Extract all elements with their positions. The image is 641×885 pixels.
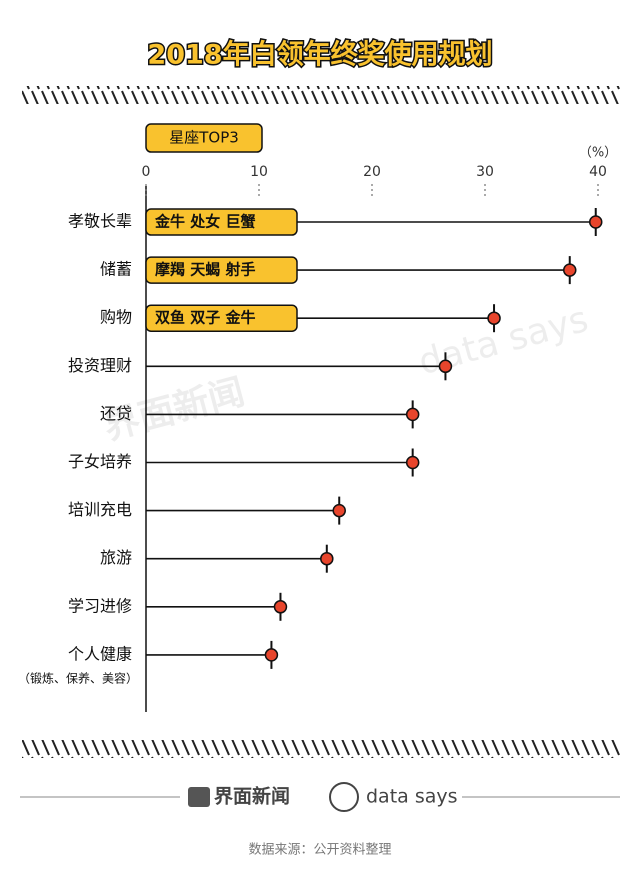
annotation: 摩羯 天蝎 射手 bbox=[155, 261, 255, 279]
dot bbox=[273, 600, 288, 614]
x-tick-label: 20 bbox=[363, 164, 381, 180]
legend-box bbox=[145, 123, 263, 153]
dot bbox=[563, 263, 577, 277]
x-tick-label: 30 bbox=[476, 164, 494, 180]
y-tick-label: 旅游 bbox=[100, 548, 132, 567]
legend-title: 星座TOP3 bbox=[169, 129, 239, 147]
y-tick-label: 子女培养 bbox=[68, 452, 132, 471]
x-tick-label: 0 bbox=[142, 164, 151, 180]
dot bbox=[588, 215, 603, 229]
dot bbox=[264, 648, 279, 662]
x-tick-label: 40 bbox=[589, 164, 607, 180]
footer-brand2: data says bbox=[366, 786, 458, 808]
annotation-box bbox=[145, 304, 298, 332]
footer-source: 数据来源：公开资料整理 bbox=[248, 843, 391, 858]
unit-label: （%） bbox=[579, 146, 617, 161]
dot bbox=[405, 455, 420, 470]
y-tick-label: 个人健康 bbox=[68, 644, 132, 663]
dot bbox=[320, 551, 334, 566]
y-tick-label: 投资理财 bbox=[68, 356, 132, 375]
dot bbox=[332, 503, 346, 518]
brand-icon bbox=[188, 787, 210, 807]
y-tick-label: 储蓄 bbox=[100, 260, 132, 279]
y-tick-label: 孝敬长辈 bbox=[68, 212, 132, 231]
hatch-bottom bbox=[22, 740, 620, 758]
dot bbox=[487, 311, 501, 325]
y-tick-label: 购物 bbox=[100, 308, 132, 327]
chart-title: 2018年白领年终奖使用规划 bbox=[147, 39, 492, 71]
category-note: （锻炼、保养、美容） bbox=[18, 670, 138, 685]
annotation: 双鱼 双子 金牛 bbox=[155, 309, 255, 327]
y-tick-label: 培训充电 bbox=[68, 500, 132, 519]
brand2-icon bbox=[329, 782, 359, 812]
dot bbox=[438, 359, 453, 374]
y-tick-label: 还贷 bbox=[100, 404, 132, 423]
y-tick-label: 学习进修 bbox=[68, 596, 132, 615]
x-tick-label: 10 bbox=[250, 164, 268, 180]
footer-brand: 界面新闻 bbox=[214, 785, 290, 808]
annotation: 金牛 处女 巨蟹 bbox=[154, 213, 255, 231]
hatch-top bbox=[22, 86, 620, 104]
dot bbox=[405, 407, 420, 422]
annotation-box bbox=[145, 208, 298, 236]
annotation-box bbox=[145, 256, 298, 284]
